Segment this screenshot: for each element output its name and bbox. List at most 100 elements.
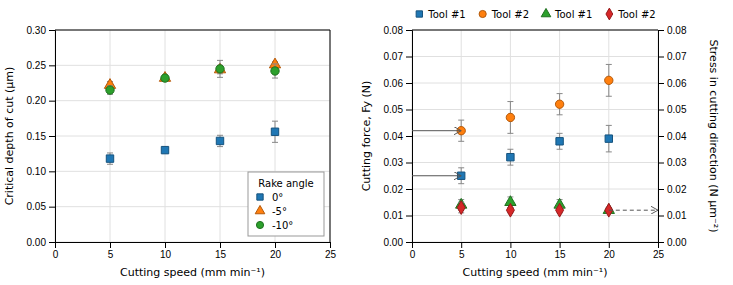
tick: 0.25 <box>27 60 55 71</box>
legend-title: Rake angle <box>258 178 313 189</box>
series <box>106 60 279 94</box>
tick-mark <box>165 242 166 248</box>
tick-mark <box>406 189 412 190</box>
tick-label: 0 <box>410 249 416 260</box>
tick: 0.08 <box>384 25 412 36</box>
tick: 0.07 <box>658 51 687 62</box>
tick: 20 <box>270 242 282 260</box>
axis-line <box>413 243 659 249</box>
point <box>106 86 114 94</box>
series <box>456 196 615 214</box>
tick-label: 0.05 <box>667 104 687 115</box>
grid-line <box>55 100 330 101</box>
legend-symbol <box>256 221 263 228</box>
tick-mark <box>510 242 511 248</box>
tick: 0.04 <box>384 131 412 142</box>
legend-symbol <box>541 8 551 16</box>
legend-symbol <box>257 194 263 200</box>
tick-label: 0.06 <box>667 78 687 89</box>
x-axis-title: Cutting speed (mm min⁻¹) <box>463 266 608 279</box>
tick: 0.00 <box>384 237 412 248</box>
legend-box <box>248 172 324 236</box>
legend-symbol <box>416 11 422 17</box>
tick-mark <box>658 242 664 243</box>
tick: 0.05 <box>384 104 412 115</box>
frame <box>412 30 658 31</box>
arrow <box>609 210 658 211</box>
tick-label: 15 <box>215 249 227 260</box>
tick-mark <box>110 242 111 248</box>
point <box>216 65 224 73</box>
tick-label: 0.06 <box>384 78 404 89</box>
tick: 25 <box>653 242 665 260</box>
tick-label: 0.15 <box>27 131 47 142</box>
tick-label: 0.00 <box>27 237 47 248</box>
point <box>161 74 169 82</box>
chart-root: 05101520250.000.050.100.150.200.250.30Cu… <box>0 0 733 285</box>
tick: 0.03 <box>384 157 412 168</box>
tick: 5 <box>459 242 465 260</box>
tick-label: 0.02 <box>384 184 404 195</box>
legend-label: Tool #2 <box>617 9 655 20</box>
legend-label: Tool #2 <box>491 9 529 20</box>
tick: 0.01 <box>384 210 412 221</box>
tick: 0.20 <box>27 95 55 106</box>
point <box>506 113 514 121</box>
axis-line <box>56 243 331 249</box>
grid-line <box>412 136 658 137</box>
legend-item: Tool #2 <box>606 8 656 20</box>
tick-mark <box>406 30 412 31</box>
legend-item: Tool #1 <box>541 8 592 19</box>
frame <box>330 30 331 242</box>
point <box>556 203 564 217</box>
y-axis-title: Critical depth of cut (µm) <box>3 67 16 206</box>
tick: 0 <box>53 242 59 260</box>
point <box>161 146 168 153</box>
tick-mark <box>220 242 221 248</box>
tick-mark <box>406 57 412 58</box>
tick-label: 10 <box>160 249 172 260</box>
tick-label: 0.10 <box>27 166 47 177</box>
tick-mark <box>658 110 664 111</box>
tick-label: 0.07 <box>384 51 404 62</box>
tick-mark <box>406 216 412 217</box>
tick-mark <box>658 30 664 31</box>
tick-label: 0.03 <box>667 157 687 168</box>
frame <box>55 30 330 31</box>
grid-line <box>412 162 658 163</box>
tick-label: 25 <box>325 249 337 260</box>
legend-label: Tool #1 <box>427 9 465 20</box>
tick: 0.05 <box>27 201 55 212</box>
tick-label: 0.30 <box>27 25 47 36</box>
point <box>556 138 563 145</box>
arrow <box>412 175 461 176</box>
series <box>106 121 278 164</box>
tick-label: 0.02 <box>667 184 687 195</box>
tick-mark <box>461 242 462 248</box>
axis-line <box>49 31 56 243</box>
tick: 20 <box>604 242 616 260</box>
tick-label: 0.04 <box>384 131 404 142</box>
point <box>271 128 278 135</box>
grid-line <box>330 30 331 242</box>
grid-line <box>412 215 658 216</box>
series <box>457 64 613 141</box>
tick-mark <box>49 207 55 208</box>
tick: 0.00 <box>658 237 687 248</box>
tick-mark <box>49 136 55 137</box>
x-axis: 0510152025 <box>410 242 665 260</box>
tick-mark <box>406 83 412 84</box>
error-bar <box>162 147 168 153</box>
tick-label: 15 <box>555 249 567 260</box>
tick: 25 <box>325 242 337 260</box>
plot-area <box>104 58 280 164</box>
tick-mark <box>658 83 664 84</box>
legend-label: -10° <box>272 220 293 231</box>
tick-label: 25 <box>653 249 665 260</box>
tick: 0.00 <box>27 237 55 248</box>
y2-axis-title: Stress in cutting direction (N µm⁻²) <box>707 40 720 233</box>
point <box>555 100 563 108</box>
tick: 0.15 <box>27 131 55 142</box>
tick-mark <box>658 136 664 137</box>
tick: 0.05 <box>658 104 687 115</box>
